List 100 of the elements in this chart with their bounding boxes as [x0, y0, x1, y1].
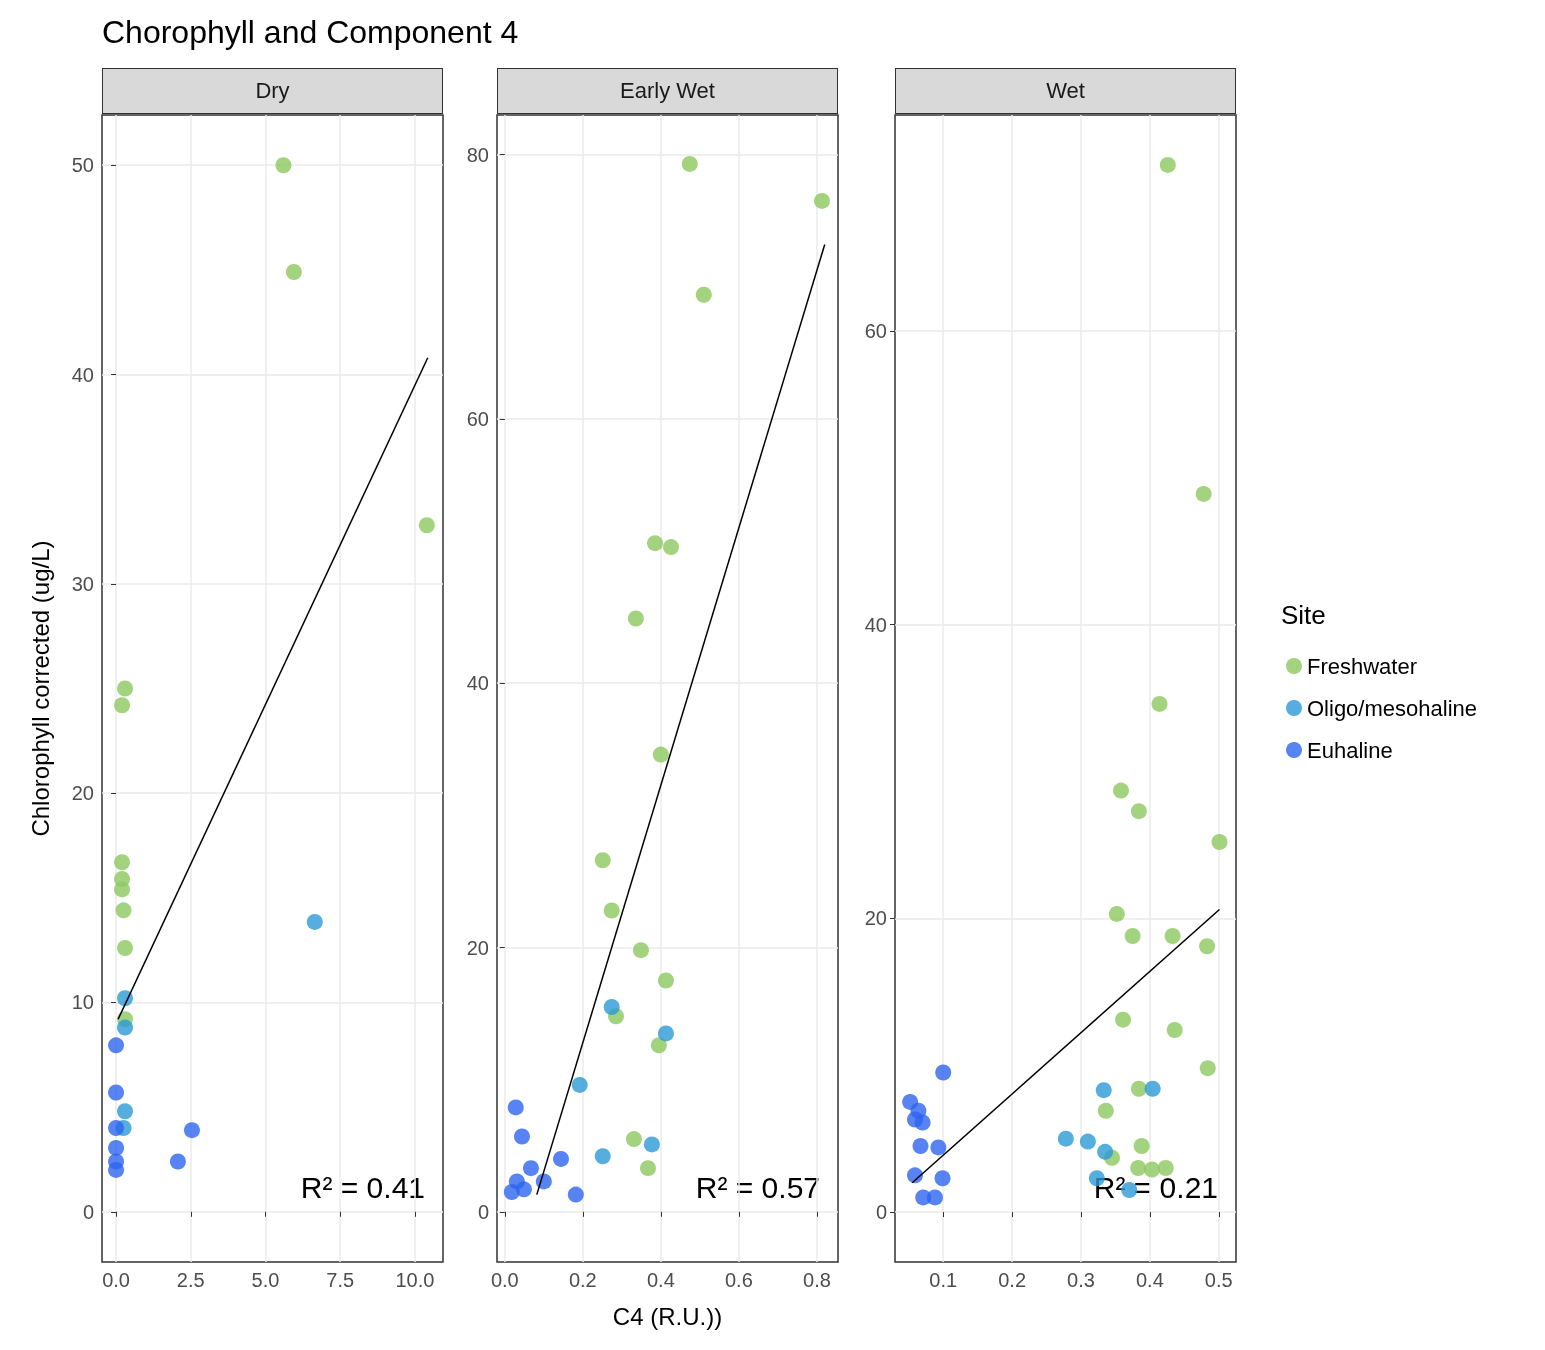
point [1133, 1137, 1150, 1154]
x-axis-title: C4 (R.U.)) [612, 1302, 723, 1330]
y-tick-label: 20 [466, 936, 489, 959]
point [114, 697, 131, 714]
point [117, 940, 134, 957]
x-tick-label: 0.0 [490, 1269, 519, 1291]
point [603, 902, 620, 919]
x-tick-label: 0.2 [998, 1269, 1027, 1291]
point [418, 517, 435, 534]
point [1211, 833, 1228, 850]
point [108, 1139, 125, 1156]
chart-subtitle: Wet [895, 68, 1236, 114]
point [1124, 927, 1141, 944]
point [906, 1111, 923, 1128]
point [1199, 938, 1216, 955]
point [108, 1084, 125, 1101]
point [507, 1099, 524, 1116]
point [1130, 803, 1147, 820]
x-tick-label: 2.5 [176, 1269, 205, 1291]
point [1195, 485, 1212, 502]
point [1166, 1021, 1183, 1038]
y-tick-label: 40 [466, 672, 489, 695]
point [108, 1037, 125, 1054]
point [681, 155, 698, 172]
point [657, 972, 674, 989]
point [603, 998, 620, 1015]
x-tick-label: 0.0 [102, 1269, 130, 1291]
point [1159, 156, 1176, 173]
point [640, 1160, 656, 1177]
legend-label: Freshwater [1307, 653, 1418, 679]
point [1108, 905, 1125, 922]
point [935, 1064, 952, 1081]
point [553, 1150, 569, 1167]
point [285, 263, 302, 280]
x-tick-label: 5.0 [251, 1269, 280, 1291]
point [117, 1103, 134, 1120]
point [652, 746, 669, 763]
point [814, 192, 830, 209]
point [632, 942, 649, 959]
x-tick-label: 10.0 [395, 1269, 435, 1291]
point [108, 1120, 125, 1137]
point [934, 1170, 951, 1187]
legend-label: Euhaline [1307, 737, 1393, 763]
point [183, 1122, 200, 1139]
point [1130, 1160, 1147, 1176]
y-tick-label: 0 [82, 1200, 94, 1223]
point [114, 854, 131, 871]
x-tick-label: 0.5 [1204, 1269, 1233, 1291]
point [1057, 1130, 1074, 1147]
y-tick-label: 40 [71, 363, 94, 386]
point [306, 913, 323, 930]
point [1130, 1080, 1147, 1097]
point [114, 881, 131, 898]
chart-title: Chorophyll and Component 4 [102, 14, 519, 51]
y-tick-label: 50 [71, 154, 94, 177]
point [515, 1181, 532, 1198]
point [275, 157, 292, 174]
point [627, 610, 644, 627]
point [1157, 1160, 1174, 1176]
point [1079, 1133, 1096, 1150]
x-tick-label: 0.3 [1067, 1269, 1095, 1291]
x-tick-label: 0.4 [646, 1269, 675, 1291]
point [1164, 927, 1181, 944]
point [625, 1131, 642, 1148]
annotation: R² = 0.41 [300, 1170, 425, 1204]
x-tick-label: 0.6 [724, 1269, 753, 1291]
chart-subtitle: Early Wet [497, 68, 838, 114]
annotation: R² = 0.57 [695, 1170, 820, 1204]
point [650, 1037, 667, 1054]
point [117, 680, 134, 697]
y-tick-label: 30 [71, 572, 94, 595]
point [594, 852, 611, 869]
x-tick-label: 7.5 [326, 1269, 355, 1291]
y-tick-label: 20 [864, 907, 887, 930]
point [1095, 1082, 1112, 1099]
y-tick-label: 60 [466, 407, 489, 430]
y-tick-label: 0 [477, 1200, 489, 1223]
point [1097, 1102, 1114, 1119]
point [647, 535, 664, 552]
point [1115, 1011, 1132, 1028]
point [1144, 1080, 1161, 1097]
point [643, 1136, 660, 1153]
y-tick-label: 60 [864, 319, 887, 342]
point [594, 1148, 611, 1165]
x-tick-label: 0.8 [803, 1269, 831, 1291]
y-axis-title: Chlorophyll corrected (ug/L) [26, 540, 54, 837]
y-tick-label: 80 [466, 143, 489, 166]
point [108, 1161, 125, 1178]
point [930, 1139, 947, 1156]
point [567, 1186, 584, 1203]
y-tick-label: 40 [864, 613, 887, 636]
point [926, 1189, 943, 1206]
point [1097, 1143, 1114, 1160]
chart-subtitle: Dry [102, 68, 443, 114]
point [513, 1128, 530, 1145]
point [522, 1160, 539, 1177]
point [117, 1019, 134, 1036]
point [695, 286, 712, 303]
point [1143, 1161, 1160, 1178]
y-tick-label: 10 [71, 991, 94, 1014]
